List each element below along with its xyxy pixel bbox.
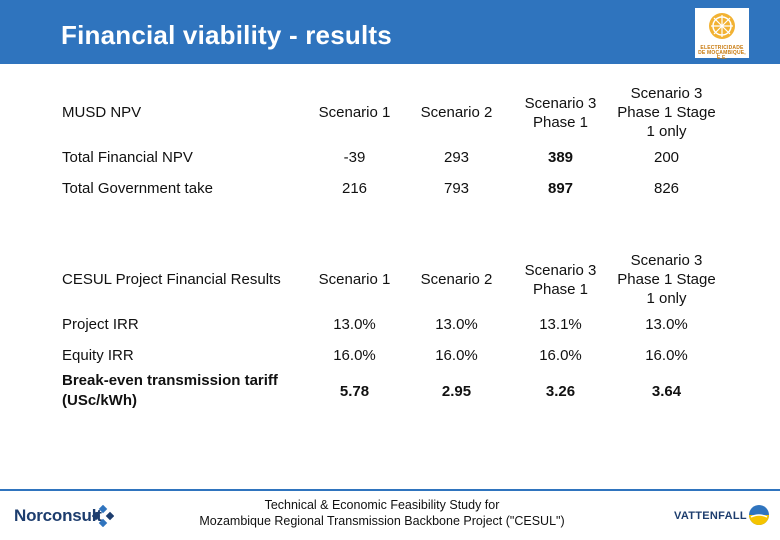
cell: 200 bbox=[613, 141, 720, 173]
cell: 13.0% bbox=[303, 308, 406, 340]
cell: 897 bbox=[507, 172, 614, 204]
cell: 16.0% bbox=[613, 339, 720, 371]
cell: 216 bbox=[303, 172, 406, 204]
cell: 793 bbox=[405, 172, 508, 204]
npv-header-scenario-1: Scenario 1 bbox=[303, 83, 406, 142]
results-header-scenario-3: Scenario 3 Phase 1 bbox=[507, 250, 614, 309]
results-header-scenario-2: Scenario 2 bbox=[405, 250, 508, 309]
cell: 13.0% bbox=[405, 308, 508, 340]
row-label: Project IRR bbox=[53, 308, 304, 340]
npv-header-scenario-2: Scenario 2 bbox=[405, 83, 508, 142]
cell: 3.26 bbox=[507, 370, 614, 412]
cell: 16.0% bbox=[507, 339, 614, 371]
cell: 293 bbox=[405, 141, 508, 173]
npv-header-scenario-4: Scenario 3 Phase 1 Stage 1 only bbox=[613, 83, 720, 142]
cell: 13.0% bbox=[613, 308, 720, 340]
table-row: Total Financial NPV -39 293 389 200 bbox=[53, 141, 720, 173]
cell: 2.95 bbox=[405, 370, 508, 412]
results-header-scenario-1: Scenario 1 bbox=[303, 250, 406, 309]
results-header-row: CESUL Project Financial Results Scenario… bbox=[53, 250, 720, 309]
table-row: Project IRR 13.0% 13.0% 13.1% 13.0% bbox=[53, 308, 720, 340]
row-label: Total Financial NPV bbox=[53, 141, 304, 173]
table-row: Total Government take 216 793 897 826 bbox=[53, 172, 720, 204]
vattenfall-brand: VATTENFALL bbox=[674, 510, 747, 522]
cell: 16.0% bbox=[303, 339, 406, 371]
cell: 5.78 bbox=[303, 370, 406, 412]
title-bar: Financial viability - results ELECTRICID… bbox=[0, 0, 780, 64]
npv-table: MUSD NPV Scenario 1 Scenario 2 Scenario … bbox=[53, 83, 720, 204]
logo-caption: ELECTRICIDADE DE MOÇAMBIQUE, E.E. bbox=[698, 45, 746, 61]
results-table: CESUL Project Financial Results Scenario… bbox=[53, 250, 720, 412]
table-row: Break-even transmission tariff (USc/kWh)… bbox=[53, 370, 720, 412]
cell: 389 bbox=[507, 141, 614, 173]
page-title: Financial viability - results bbox=[61, 20, 392, 50]
cell: -39 bbox=[303, 141, 406, 173]
footer-line-2: Mozambique Regional Transmission Backbon… bbox=[199, 514, 565, 528]
footer-study-title: Technical & Economic Feasibility Study f… bbox=[170, 497, 594, 529]
results-header-scenario-4: Scenario 3 Phase 1 Stage 1 only bbox=[613, 250, 720, 309]
cell: 13.1% bbox=[507, 308, 614, 340]
row-label: Equity IRR bbox=[53, 339, 304, 371]
cell: 16.0% bbox=[405, 339, 508, 371]
footer-divider bbox=[0, 489, 780, 491]
npv-header-label: MUSD NPV bbox=[53, 83, 304, 142]
company-logo: ELECTRICIDADE DE MOÇAMBIQUE, E.E. bbox=[695, 8, 749, 61]
cell: 3.64 bbox=[613, 370, 720, 412]
table-row: Equity IRR 16.0% 16.0% 16.0% 16.0% bbox=[53, 339, 720, 371]
cell: 826 bbox=[613, 172, 720, 204]
vattenfall-mark-icon bbox=[749, 505, 769, 525]
norconsult-mark-icon bbox=[92, 505, 114, 527]
npv-header-row: MUSD NPV Scenario 1 Scenario 2 Scenario … bbox=[53, 83, 720, 142]
npv-header-scenario-3: Scenario 3 Phase 1 bbox=[507, 83, 614, 142]
results-header-label: CESUL Project Financial Results bbox=[53, 250, 304, 309]
footer-line-1: Technical & Economic Feasibility Study f… bbox=[264, 498, 500, 512]
edm-logo-icon bbox=[709, 13, 735, 39]
row-label: Break-even transmission tariff (USc/kWh) bbox=[53, 370, 304, 412]
row-label: Total Government take bbox=[53, 172, 304, 204]
norconsult-brand: Norconsult bbox=[14, 506, 102, 525]
